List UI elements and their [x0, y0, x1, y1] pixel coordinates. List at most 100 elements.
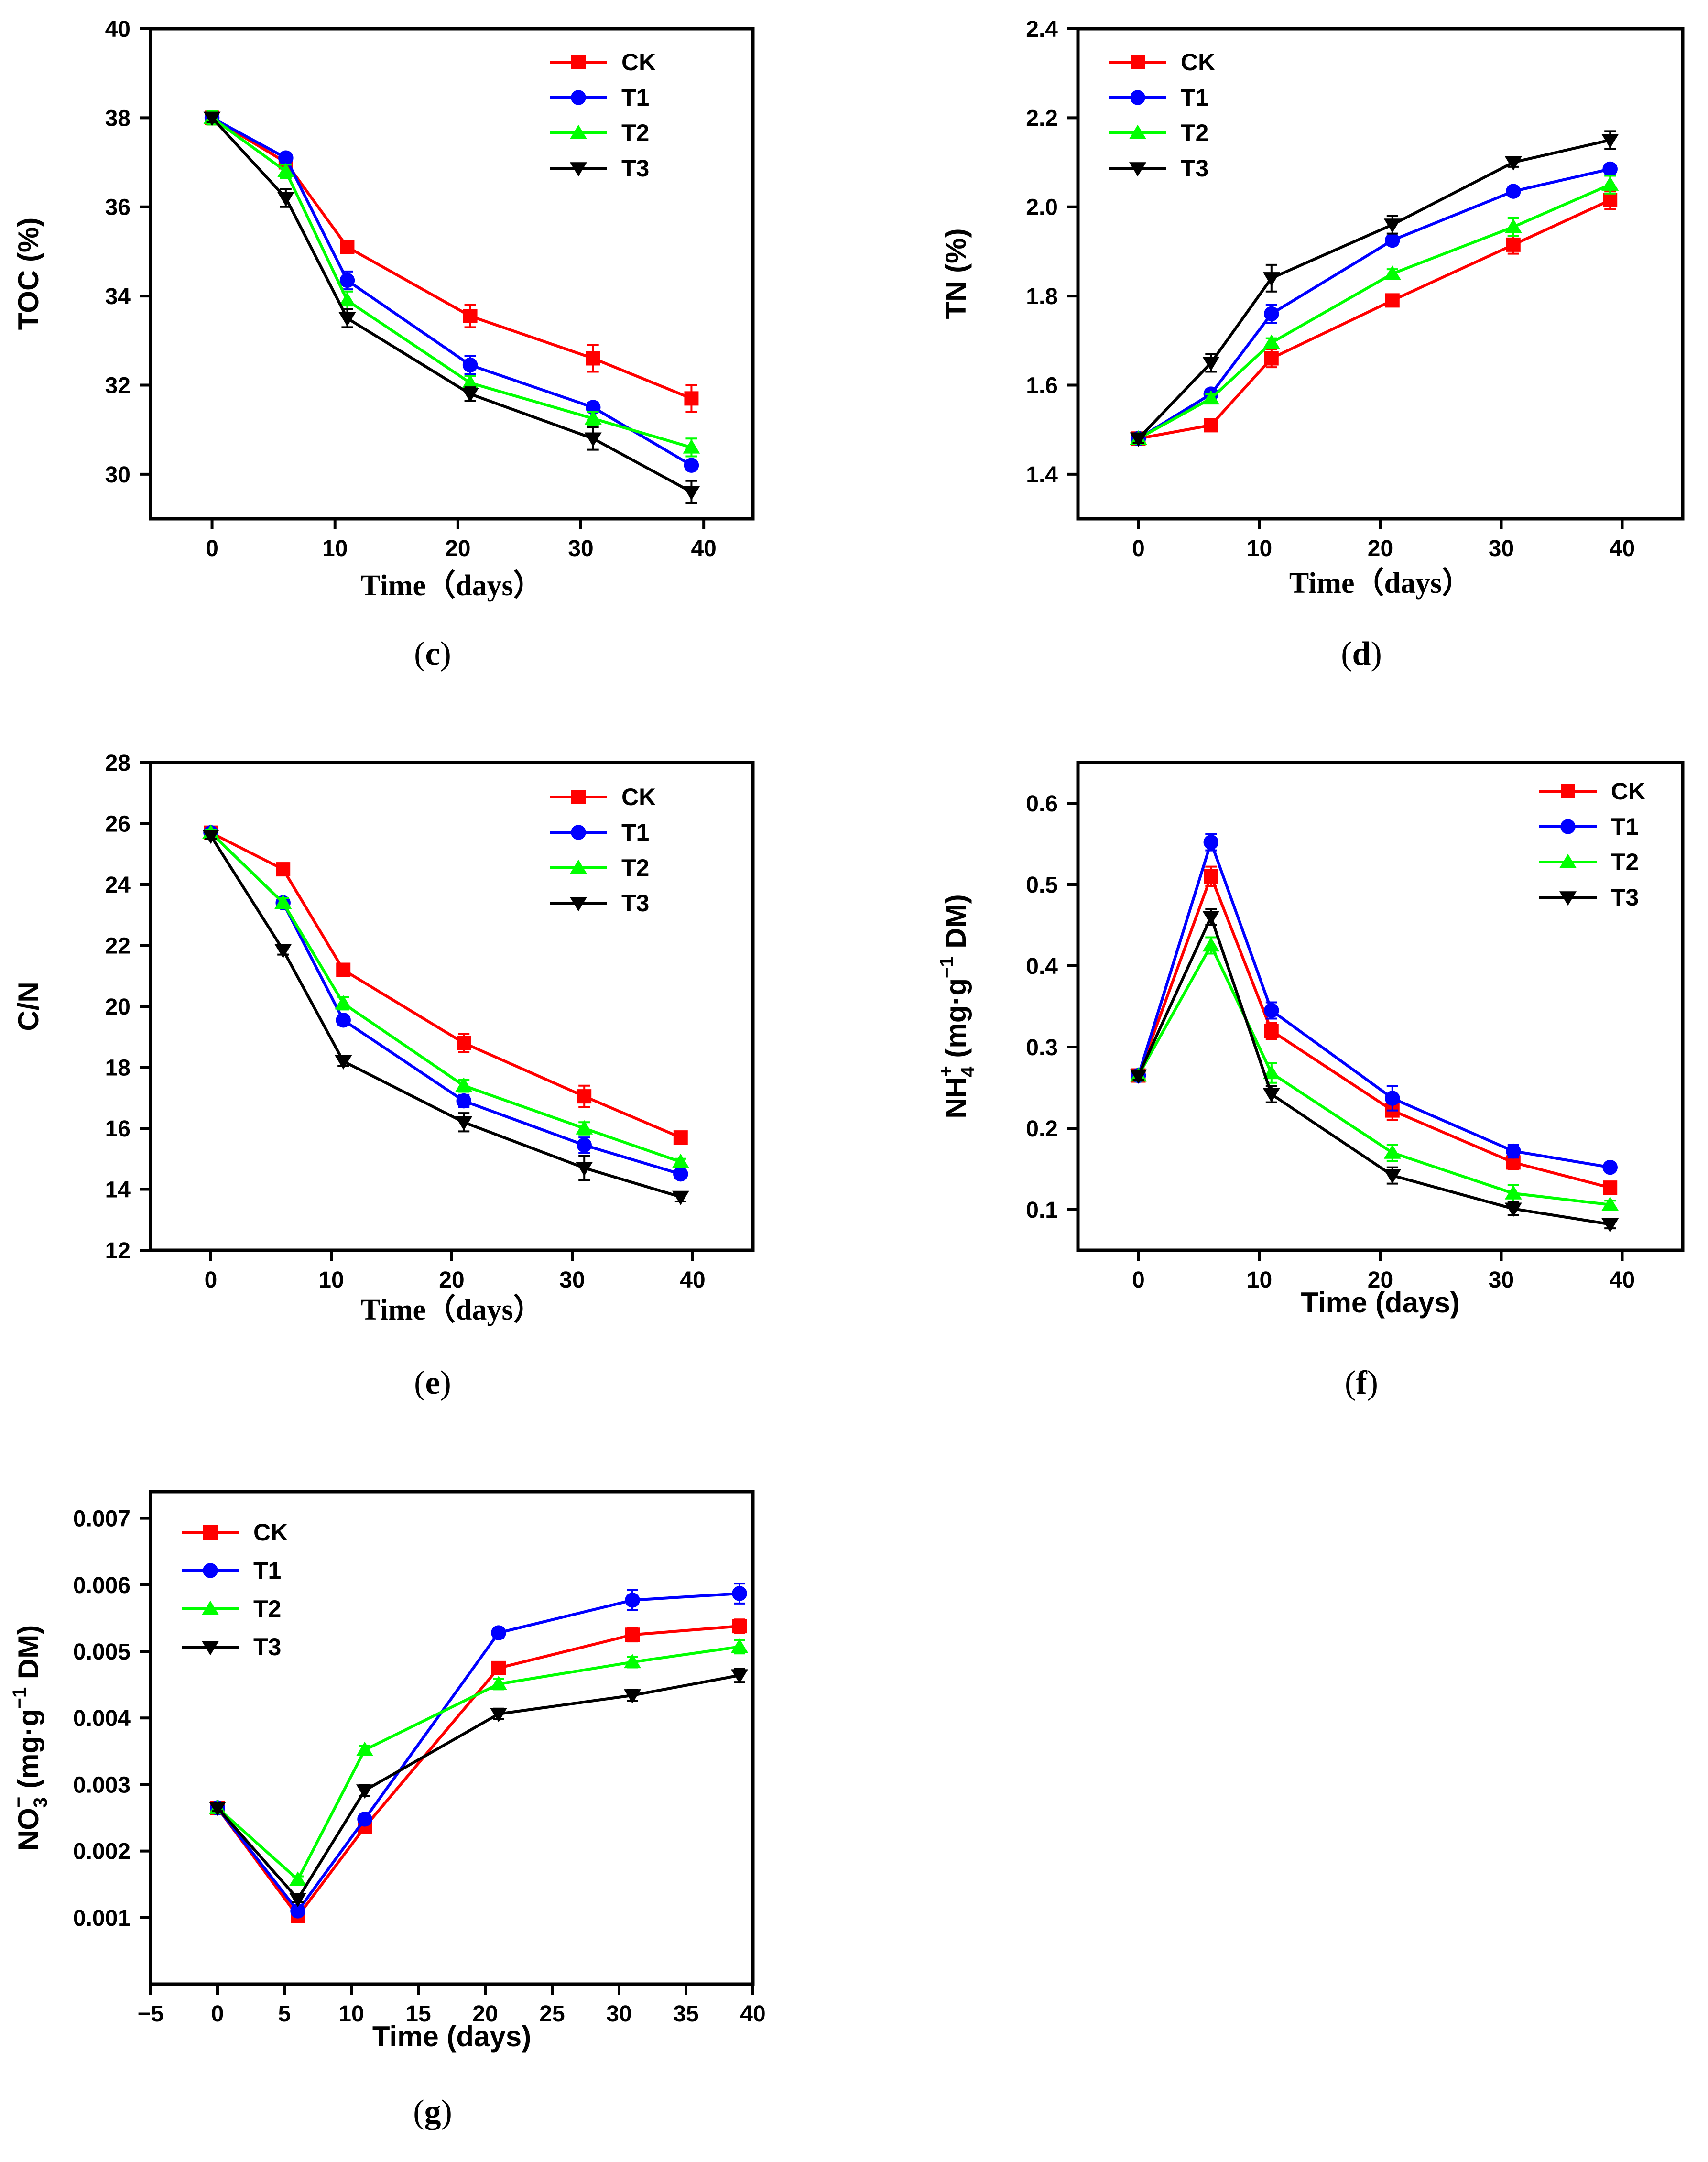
legend-label-T2: T2 — [621, 120, 649, 146]
y-tick-label: 22 — [105, 934, 131, 959]
data-point — [336, 1012, 351, 1028]
series-line — [211, 117, 692, 493]
series-T2 — [202, 824, 689, 1168]
plot-frame — [149, 27, 755, 521]
series-CK — [204, 825, 688, 1145]
x-tick-label: 0 — [205, 1267, 218, 1293]
y-tick-label: 14 — [105, 1178, 131, 1203]
x-tick-label: 40 — [1610, 1267, 1635, 1293]
legend-marker — [203, 1525, 218, 1540]
caption-letter: f — [1356, 1365, 1367, 1401]
x-axis-title: Time（days） — [360, 568, 543, 602]
x-tick-label: 20 — [1368, 1267, 1393, 1293]
data-point — [1383, 218, 1401, 233]
x-axis-title: Time（days） — [360, 1293, 543, 1326]
y-axis-title: NH4+ (mg·g−1 DM) — [936, 894, 979, 1118]
y-axis-title-part: NO — [12, 1808, 44, 1851]
y-tick-label: 0.6 — [1026, 791, 1058, 817]
x-tick-label: 0 — [211, 2001, 224, 2027]
legend-label-CK: CK — [621, 49, 656, 76]
y-tick-label: 0.005 — [73, 1639, 131, 1665]
data-point — [356, 1784, 373, 1799]
data-point — [455, 1116, 473, 1131]
x-tick-label: 10 — [318, 1267, 344, 1293]
x-tick-label: 20 — [1368, 536, 1393, 561]
plot-frame — [149, 1490, 755, 1986]
data-point — [672, 1190, 689, 1205]
legend-label-T1: T1 — [1181, 84, 1208, 111]
data-point — [577, 1089, 592, 1104]
legend-marker — [1131, 55, 1145, 69]
legend-marker — [1130, 90, 1145, 105]
series-line — [209, 835, 681, 1199]
x-tick-label: 20 — [472, 2001, 498, 2027]
data-point — [673, 1166, 688, 1182]
data-point — [277, 192, 294, 207]
series-line — [1137, 913, 1610, 1226]
data-point — [683, 439, 700, 454]
data-point — [684, 391, 699, 406]
y-tick-label: 28 — [105, 751, 131, 776]
series-line — [216, 1625, 740, 1919]
y-axis-title-part: 3 — [30, 1797, 51, 1808]
x-tick-label: 10 — [1247, 536, 1272, 561]
data-point — [356, 1741, 373, 1756]
data-point — [289, 1893, 306, 1908]
data-point — [1385, 1091, 1400, 1106]
y-axis-title: C/N — [12, 982, 44, 1031]
data-point — [1202, 911, 1220, 926]
data-point — [1203, 834, 1219, 850]
series-CK — [1131, 190, 1618, 446]
data-point — [461, 388, 479, 403]
series-line — [211, 116, 692, 449]
data-point — [1504, 1185, 1522, 1200]
series-line — [1137, 139, 1610, 440]
series-T3 — [1130, 130, 1619, 447]
series-T3 — [203, 111, 700, 504]
series-T1 — [203, 825, 688, 1182]
data-point — [338, 292, 356, 307]
caption-paren: ) — [1371, 635, 1382, 672]
legend: CK T1 T2 T3 — [550, 49, 656, 182]
data-point — [1603, 1180, 1618, 1195]
y-tick-label: 0.006 — [73, 1573, 131, 1598]
chart-panel-f: 0 10 20 30 40 0.1 0.2 0.3 0.4 0.5 0.6 Time (days) NH… — [936, 761, 1685, 1401]
data-point — [624, 1654, 641, 1669]
series-line — [1137, 942, 1610, 1206]
data-point — [1262, 1065, 1280, 1080]
y-tick-label: 18 — [105, 1056, 131, 1081]
y-tick-label: 0.4 — [1026, 954, 1058, 979]
caption-paren: ) — [440, 1365, 451, 1401]
data-point — [1383, 265, 1401, 280]
y-axis-title-part: NH — [940, 1077, 972, 1119]
data-point — [584, 432, 602, 447]
y-tick-label: 0.002 — [73, 1839, 131, 1865]
data-point — [456, 1093, 471, 1109]
y-tick-label: 26 — [105, 812, 131, 837]
y-axis-title-part: (mg·g — [12, 1709, 44, 1796]
data-point — [1264, 351, 1279, 366]
series-line — [1137, 838, 1610, 1169]
data-point — [1506, 184, 1521, 199]
chart-panel-e: 0 10 20 30 40 12 14 16 18 20 22 24 26 28 Time（days） C/N… — [12, 751, 755, 1401]
y-axis-title: TN (%) — [940, 229, 972, 319]
data-point — [625, 1627, 640, 1642]
y-axis-title-part: − — [8, 1797, 29, 1808]
y-axis-title-part: −1 — [9, 1687, 30, 1709]
y-tick-label: 0.003 — [73, 1772, 131, 1798]
y-tick-label: 1.4 — [1026, 462, 1058, 488]
legend-label-CK: CK — [253, 1519, 288, 1546]
data-point — [290, 1903, 305, 1919]
data-point — [1202, 390, 1220, 405]
data-point — [340, 240, 355, 254]
caption-paren: ( — [414, 1365, 425, 1401]
data-point — [1383, 1169, 1401, 1184]
series-line — [209, 831, 681, 1163]
y-tick-label: 1.6 — [1026, 373, 1058, 398]
y-tick-label: 1.8 — [1026, 284, 1058, 309]
y-tick-label: 34 — [105, 284, 131, 309]
data-point — [1204, 869, 1218, 884]
data-point — [202, 830, 219, 844]
data-point — [624, 1689, 641, 1704]
caption-paren: ( — [414, 635, 425, 672]
